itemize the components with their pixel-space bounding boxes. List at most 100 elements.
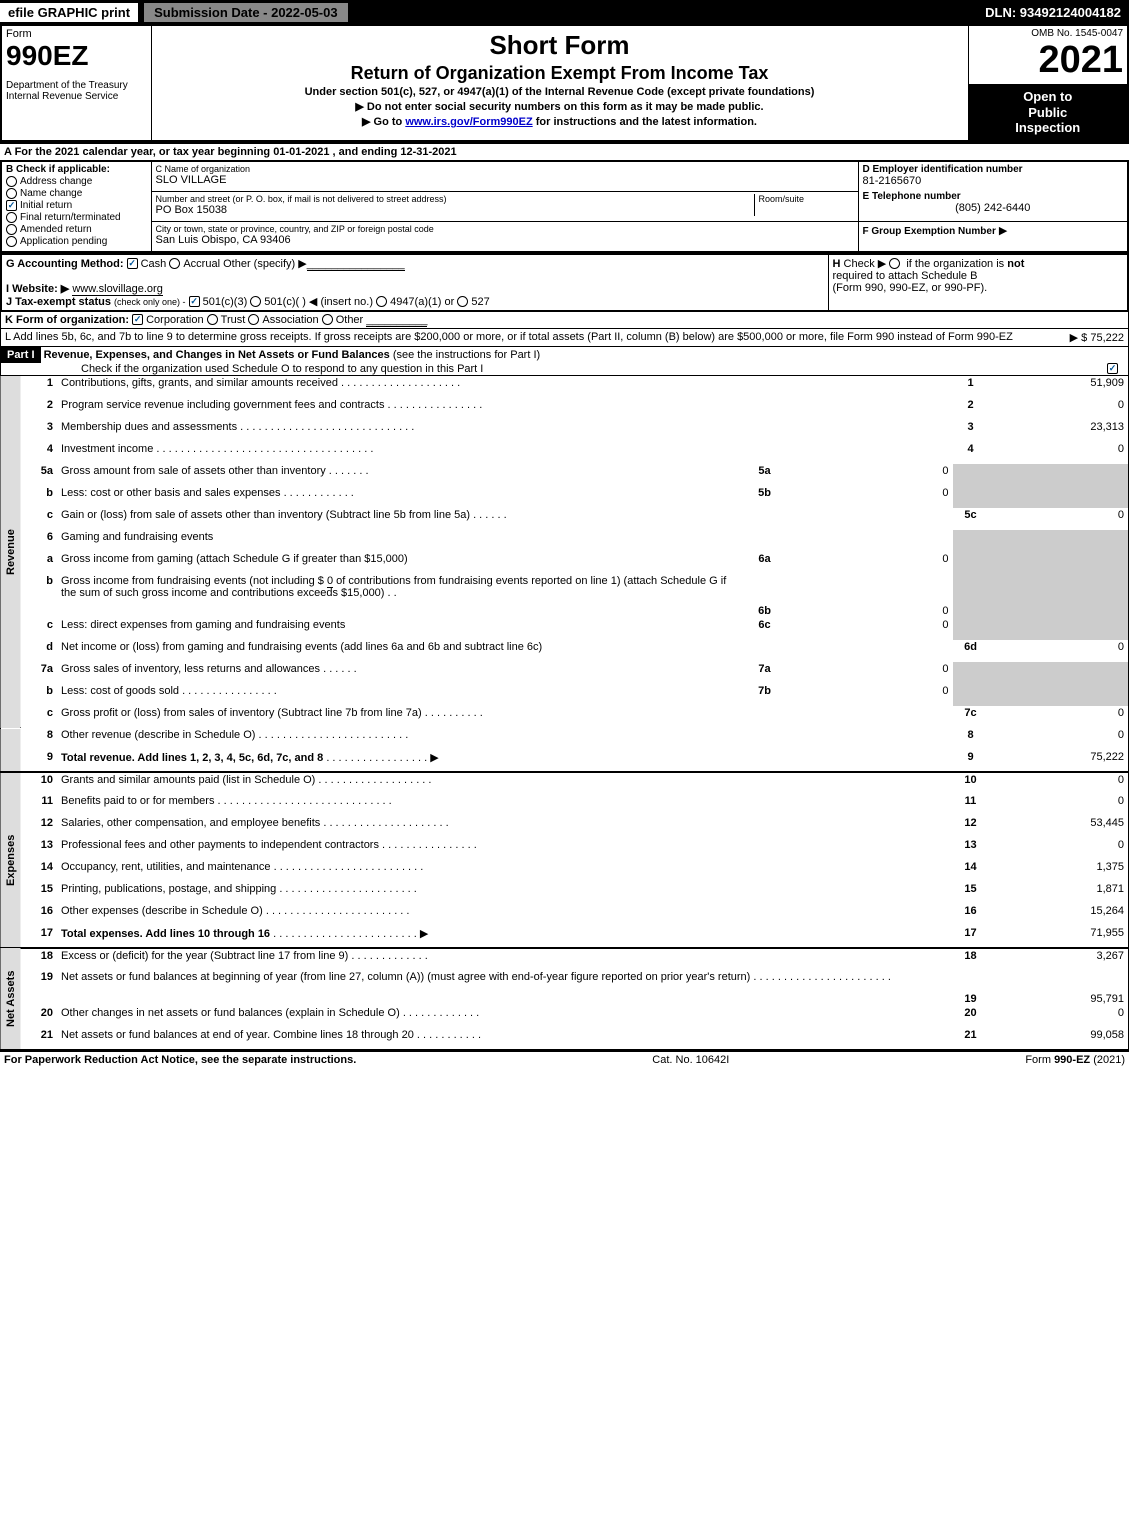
cb-amended-return[interactable]: Amended return — [6, 224, 147, 235]
g-h-section: G Accounting Method: Cash Accrual Other … — [0, 253, 1129, 312]
l-text: L Add lines 5b, 6c, and 7b to line 9 to … — [5, 331, 1060, 344]
section-b-label: B Check if applicable: — [6, 164, 147, 175]
instruction-1: ▶ Do not enter social security numbers o… — [156, 100, 964, 113]
instr2-pre: ▶ Go to — [362, 116, 405, 128]
cb-part1-sched-o[interactable] — [1107, 363, 1118, 374]
part1-title: Revenue, Expenses, and Changes in Net As… — [44, 349, 390, 361]
line-7b-value: 0 — [783, 684, 953, 706]
line-5b-value: 0 — [783, 486, 953, 508]
form-number: 990EZ — [6, 40, 147, 72]
line-6c-value: 0 — [783, 618, 953, 640]
k-section: K Form of organization: Corporation Trus… — [0, 312, 1129, 329]
line-18-value: 3,267 — [989, 948, 1129, 970]
cb-application-pending[interactable]: Application pending — [6, 236, 147, 247]
line-19-value: 95,791 — [989, 970, 1129, 1006]
c-city-label: City or town, state or province, country… — [156, 224, 854, 234]
revenue-vlabel: Revenue — [1, 376, 22, 728]
line-1-value: 51,909 — [989, 376, 1129, 398]
line-6a-value: 0 — [783, 552, 953, 574]
line-4-value: 0 — [989, 442, 1129, 464]
footer-form-ref: Form 990-EZ (2021) — [1025, 1054, 1125, 1066]
footer-left: For Paperwork Reduction Act Notice, see … — [4, 1054, 356, 1066]
cb-501c[interactable] — [250, 296, 261, 307]
cb-h-check[interactable] — [889, 258, 900, 269]
ein-value: 81-2165670 — [863, 175, 1124, 187]
revenue-expenses-table: Revenue 1 Contributions, gifts, grants, … — [0, 376, 1129, 1051]
cb-address-change[interactable]: Address change — [6, 176, 147, 187]
cb-trust[interactable] — [207, 314, 218, 325]
cb-527[interactable] — [457, 296, 468, 307]
city-state-zip: San Luis Obispo, CA 93406 — [156, 234, 854, 246]
cb-final-return[interactable]: Final return/terminated — [6, 212, 147, 223]
c-name-label: C Name of organization — [156, 164, 854, 174]
expenses-vlabel: Expenses — [1, 772, 22, 948]
line-10-value: 0 — [989, 772, 1129, 794]
other-specify-blank[interactable]: ________________ — [307, 258, 405, 271]
instr2-post: for instructions and the latest informat… — [533, 116, 757, 128]
cb-name-change[interactable]: Name change — [6, 188, 147, 199]
irs-label: Internal Revenue Service — [6, 91, 147, 102]
open-to-public-inspection: Open to Public Inspection — [969, 85, 1128, 140]
g-accounting-label: G Accounting Method: — [6, 258, 124, 270]
line-7c-value: 0 — [989, 706, 1129, 728]
part1-header: Part I Revenue, Expenses, and Changes in… — [0, 347, 1129, 376]
irs-link[interactable]: www.irs.gov/Form990EZ — [405, 116, 532, 128]
cb-4947[interactable] — [376, 296, 387, 307]
l-value: ▶ $ 75,222 — [1060, 331, 1124, 344]
line-11-value: 0 — [989, 794, 1129, 816]
main-title: Return of Organization Exempt From Incom… — [156, 63, 964, 84]
line-6b-value: 0 — [783, 574, 953, 618]
cb-501c3[interactable] — [189, 296, 200, 307]
dept-label: Department of the Treasury — [6, 80, 147, 91]
instruction-2: ▶ Go to www.irs.gov/Form990EZ for instru… — [156, 115, 964, 128]
c-street-label: Number and street (or P. O. box, if mail… — [156, 194, 754, 204]
line-12-value: 53,445 — [989, 816, 1129, 838]
telephone-value: (805) 242-6440 — [863, 202, 1124, 214]
cb-association[interactable] — [248, 314, 259, 325]
omb-number: OMB No. 1545-0047 — [973, 28, 1124, 39]
line-20-value: 0 — [989, 1006, 1129, 1028]
line-17-value: 71,955 — [989, 926, 1129, 948]
top-bar: efile GRAPHIC print Submission Date - 20… — [0, 0, 1129, 24]
section-a-period: A For the 2021 calendar year, or tax yea… — [0, 142, 1129, 160]
form-label: Form — [6, 28, 147, 40]
under-section: Under section 501(c), 527, or 4947(a)(1)… — [156, 86, 964, 98]
line-16-value: 15,264 — [989, 904, 1129, 926]
cb-accrual[interactable] — [169, 258, 180, 269]
l-section: L Add lines 5b, 6c, and 7b to line 9 to … — [0, 329, 1129, 347]
e-tel-label: E Telephone number — [863, 191, 1124, 202]
line-5a-value: 0 — [783, 464, 953, 486]
part1-check-text: Check if the organization used Schedule … — [81, 363, 1107, 375]
k-label: K Form of organization: — [5, 314, 129, 326]
cb-cash[interactable] — [127, 258, 138, 269]
netassets-vlabel: Net Assets — [1, 948, 22, 1050]
line-7a-value: 0 — [783, 662, 953, 684]
line-15-value: 1,871 — [989, 882, 1129, 904]
j-tax-exempt-label: J Tax-exempt status — [6, 296, 111, 308]
h-label: H — [833, 258, 841, 270]
line-21-value: 99,058 — [989, 1028, 1129, 1050]
i-website-label: I Website: ▶ — [6, 283, 69, 295]
entity-info-table: B Check if applicable: Address change Na… — [0, 160, 1129, 253]
line-5c-value: 0 — [989, 508, 1129, 530]
cb-corporation[interactable] — [132, 314, 143, 325]
f-arrow: ▶ — [999, 225, 1007, 237]
cb-other-org[interactable] — [322, 314, 333, 325]
dln-label: DLN: 93492124004182 — [985, 5, 1129, 20]
d-ein-label: D Employer identification number — [863, 164, 1124, 175]
part1-sub: (see the instructions for Part I) — [393, 349, 540, 361]
line-9-value: 75,222 — [989, 750, 1129, 772]
website-value: www.slovillage.org — [72, 283, 162, 296]
submission-date: Submission Date - 2022-05-03 — [144, 3, 348, 22]
efile-label: efile GRAPHIC print — [0, 3, 138, 22]
form-header-table: Form 990EZ Department of the Treasury In… — [0, 24, 1129, 142]
line-13-value: 0 — [989, 838, 1129, 860]
part1-label: Part I — [1, 347, 41, 363]
room-suite-label: Room/suite — [754, 194, 854, 216]
cb-initial-return[interactable]: Initial return — [6, 200, 147, 211]
tax-year: 2021 — [973, 39, 1124, 82]
org-name: SLO VILLAGE — [156, 174, 854, 186]
f-group-exemption-label: F Group Exemption Number — [863, 226, 996, 237]
street-address: PO Box 15038 — [156, 204, 754, 216]
line-8-value: 0 — [989, 728, 1129, 750]
